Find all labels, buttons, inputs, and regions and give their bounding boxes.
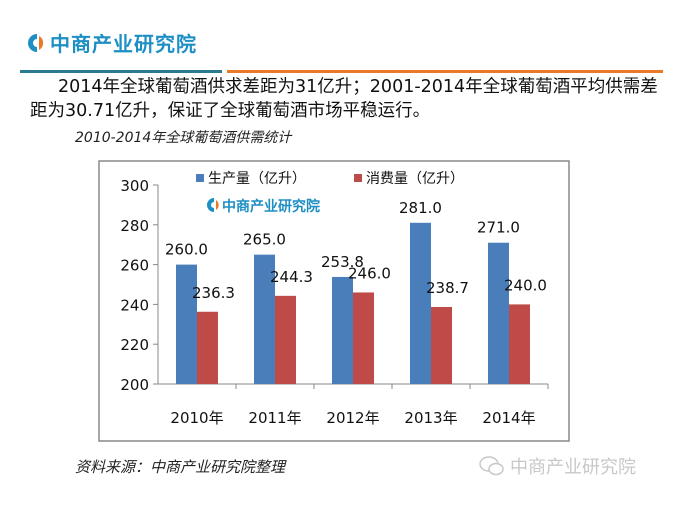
wechat-watermark-text: 中商产业研究院 <box>510 457 636 478</box>
production-value-label: 253.8 <box>321 253 364 271</box>
legend-swatch-production <box>196 174 204 182</box>
consumption-bar <box>431 306 452 384</box>
consumption-bar <box>353 292 374 384</box>
wechat-watermark: 中商产业研究院 <box>478 453 636 479</box>
logo-text: 中商产业研究院 <box>50 32 197 56</box>
y-tick-label: 220 <box>120 336 149 354</box>
x-tick-label: 2014年 <box>482 409 535 427</box>
production-bar <box>410 222 431 384</box>
production-bar <box>254 254 275 384</box>
legend-label-consumption: 消费量（亿升） <box>366 171 464 187</box>
production-bar <box>176 264 197 384</box>
consumption-bar <box>197 311 218 384</box>
consumption-bar <box>509 304 530 384</box>
production-value-label: 271.0 <box>477 219 520 237</box>
production-bar <box>488 242 509 384</box>
consumption-value-label: 244.3 <box>270 268 313 286</box>
x-tick-label: 2013年 <box>404 409 457 427</box>
consumption-bar <box>275 295 296 384</box>
chart-watermark-text: 中商产业研究院 <box>222 198 320 215</box>
production-value-label: 265.0 <box>243 231 286 249</box>
consumption-value-label: 238.7 <box>426 279 469 297</box>
header-divider-teal <box>20 70 222 73</box>
x-tick-label: 2011年 <box>248 409 301 427</box>
x-tick-label: 2012年 <box>326 409 379 427</box>
production-value-label: 260.0 <box>165 241 208 259</box>
y-tick-label: 240 <box>120 296 149 314</box>
consumption-value-label: 240.0 <box>504 276 547 294</box>
source-note: 资料来源：中商产业研究院整理 <box>75 458 286 476</box>
production-bar <box>332 276 353 384</box>
x-tick-label: 2010年 <box>170 409 223 427</box>
logo: 中商产业研究院 <box>28 28 197 57</box>
headline: 2014年全球葡萄酒供求差距为31亿升；2001-2014年全球葡萄酒平均供需差… <box>30 77 658 121</box>
production-value-label: 281.0 <box>399 199 442 217</box>
consumption-value-label: 246.0 <box>348 264 391 282</box>
bar-chart: 200 220 240 260 280 300 2010年 2011年 2012年 2013年 20… <box>98 160 570 442</box>
wechat-icon <box>479 456 504 476</box>
legend-label-production: 生产量（亿升） <box>208 171 306 187</box>
consumption-value-label: 236.3 <box>192 284 235 302</box>
logo-icon <box>28 33 44 52</box>
chart-watermark-logo: 中商产业研究院 <box>207 198 320 215</box>
y-tick-label: 300 <box>120 177 149 195</box>
y-tick-label: 260 <box>120 257 149 275</box>
header-divider-orange <box>227 70 663 73</box>
y-tick-label: 200 <box>120 376 149 394</box>
chart-title: 2010-2014年全球葡萄酒供需统计 <box>75 130 292 146</box>
y-tick-label: 280 <box>120 217 149 235</box>
legend-swatch-consumption <box>354 174 362 182</box>
